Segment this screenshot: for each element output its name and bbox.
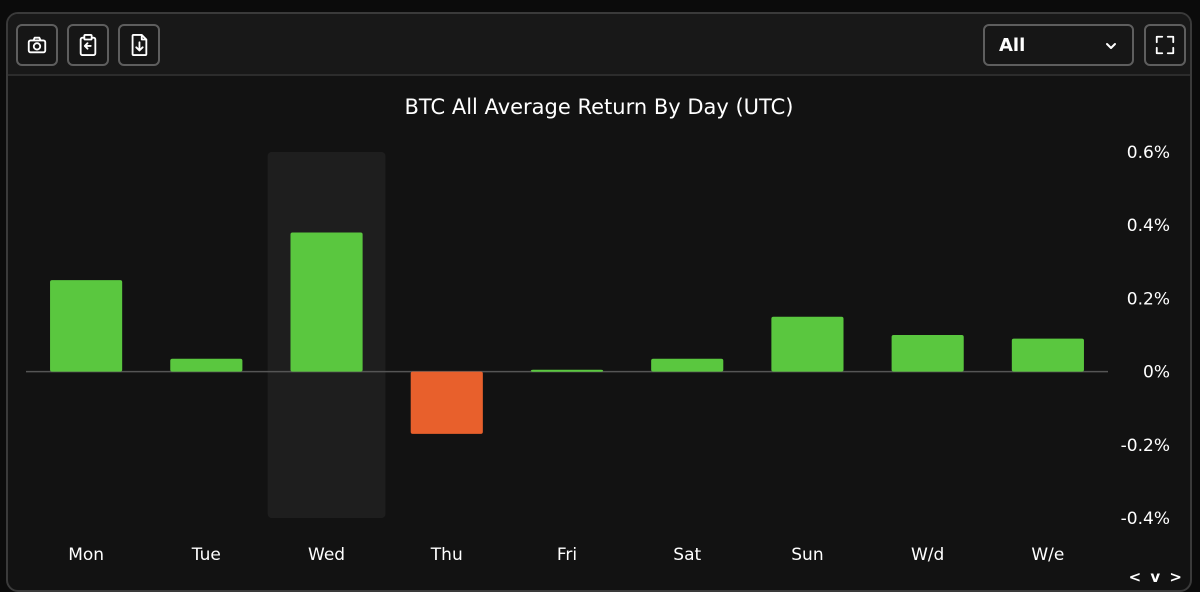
x-tick-label: Tue (191, 545, 221, 565)
bar-fri (530, 369, 604, 372)
chevron-down-icon (1106, 43, 1116, 49)
fullscreen-button[interactable] (1144, 24, 1186, 66)
chart-title: BTC All Average Return By Day (UTC) (405, 95, 794, 119)
y-tick-label: 0% (1143, 363, 1170, 383)
bar-tue (170, 358, 243, 372)
pager-controls[interactable]: < v > (1128, 568, 1184, 586)
file-download-icon (131, 34, 148, 56)
bar-wd (891, 335, 964, 372)
bar-mon (50, 280, 123, 372)
camera-icon (27, 36, 47, 54)
clipboard-icon (79, 34, 97, 56)
copy-to-clipboard-button[interactable] (67, 24, 109, 66)
fullscreen-icon (1155, 35, 1175, 55)
x-tick-label: Mon (68, 545, 104, 565)
x-tick-label: Fri (557, 545, 577, 565)
bar-chart: BTC All Average Return By Day (UTC) Mon Tu… (26, 95, 1170, 565)
y-tick-label: -0.4% (1121, 509, 1170, 529)
period-select-value: All (999, 35, 1026, 56)
x-tick-label: Wed (308, 545, 345, 565)
y-tick-label: -0.2% (1121, 436, 1170, 456)
x-tick-label: W/d (911, 545, 944, 565)
chart-toolbar: All (8, 14, 1190, 76)
bar-we (1011, 338, 1084, 372)
y-tick-label: 0.2% (1127, 289, 1170, 309)
x-tick-label: W/e (1031, 545, 1064, 565)
bar-sun (771, 316, 844, 372)
x-tick-label: Sun (791, 545, 823, 565)
y-tick-label: 0.4% (1127, 216, 1170, 236)
chart-widget: All BTC All Average Return By Day (UTC) M… (6, 12, 1192, 592)
download-button[interactable] (118, 24, 160, 66)
x-tick-label: Sat (673, 545, 701, 565)
period-select[interactable]: All (983, 24, 1134, 66)
chart-area: BTC All Average Return By Day (UTC) Mon Tu… (8, 76, 1190, 590)
bar-thu (410, 371, 483, 434)
bar-wed (290, 232, 363, 372)
y-tick-label: 0.6% (1127, 143, 1170, 163)
x-tick-label: Thu (430, 545, 463, 565)
screenshot-button[interactable] (16, 24, 58, 66)
bar-sat (651, 358, 724, 372)
